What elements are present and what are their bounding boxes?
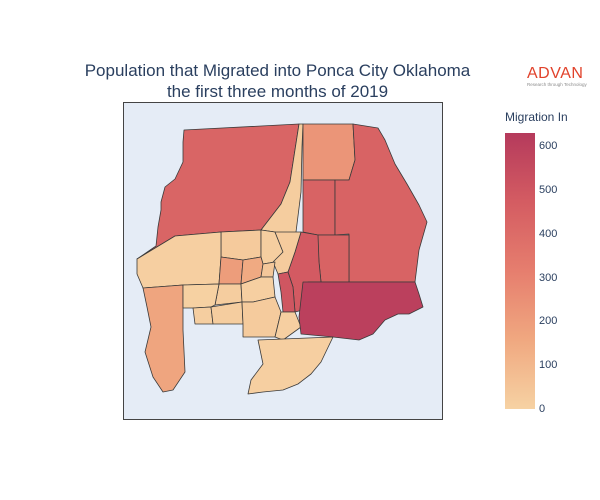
logo-word: ADVAN bbox=[527, 65, 584, 82]
region-southeast[interactable] bbox=[298, 281, 424, 341]
region-center-a[interactable] bbox=[220, 229, 262, 261]
region-west-small-1[interactable] bbox=[218, 256, 244, 285]
region-east[interactable] bbox=[334, 123, 428, 283]
map-svg[interactable] bbox=[123, 102, 443, 420]
colorbar-tick: 100 bbox=[539, 359, 558, 372]
colorbar-title: Migration In bbox=[505, 110, 568, 124]
region-center-small-1[interactable] bbox=[214, 283, 243, 306]
region-west-small-3[interactable] bbox=[260, 261, 276, 278]
region-south-center-2[interactable] bbox=[192, 306, 214, 325]
region-west-mid[interactable] bbox=[136, 231, 222, 289]
region-northeast-mid[interactable] bbox=[302, 179, 336, 236]
logo-tagline: Research through Technology bbox=[527, 82, 587, 87]
colorbar-tick: 200 bbox=[539, 315, 558, 328]
region-northeast-top[interactable] bbox=[302, 123, 356, 181]
chart-title-line-2: the first three months of 2019 bbox=[166, 82, 389, 101]
colorbar-tick: 500 bbox=[539, 183, 558, 196]
region-south[interactable] bbox=[247, 336, 334, 395]
colorbar-tick: 300 bbox=[539, 271, 558, 284]
chart-title-line-1: Population that Migrated into Ponca City… bbox=[84, 61, 471, 80]
region-south-center-1[interactable] bbox=[182, 283, 220, 309]
colorbar bbox=[505, 133, 535, 409]
region-east-inner[interactable] bbox=[316, 234, 350, 283]
region-southwest[interactable] bbox=[142, 284, 186, 393]
colorbar-tick: 600 bbox=[539, 140, 558, 153]
colorbar-tick: 0 bbox=[539, 403, 546, 415]
region-south-center-5[interactable] bbox=[274, 311, 302, 341]
advan-logo: ADVAN Research through Technology bbox=[527, 65, 595, 88]
chart-title: Population that Migrated into Ponca City… bbox=[0, 60, 555, 102]
colorbar-tick: 400 bbox=[539, 227, 558, 240]
region-south-center-4[interactable] bbox=[241, 296, 282, 338]
